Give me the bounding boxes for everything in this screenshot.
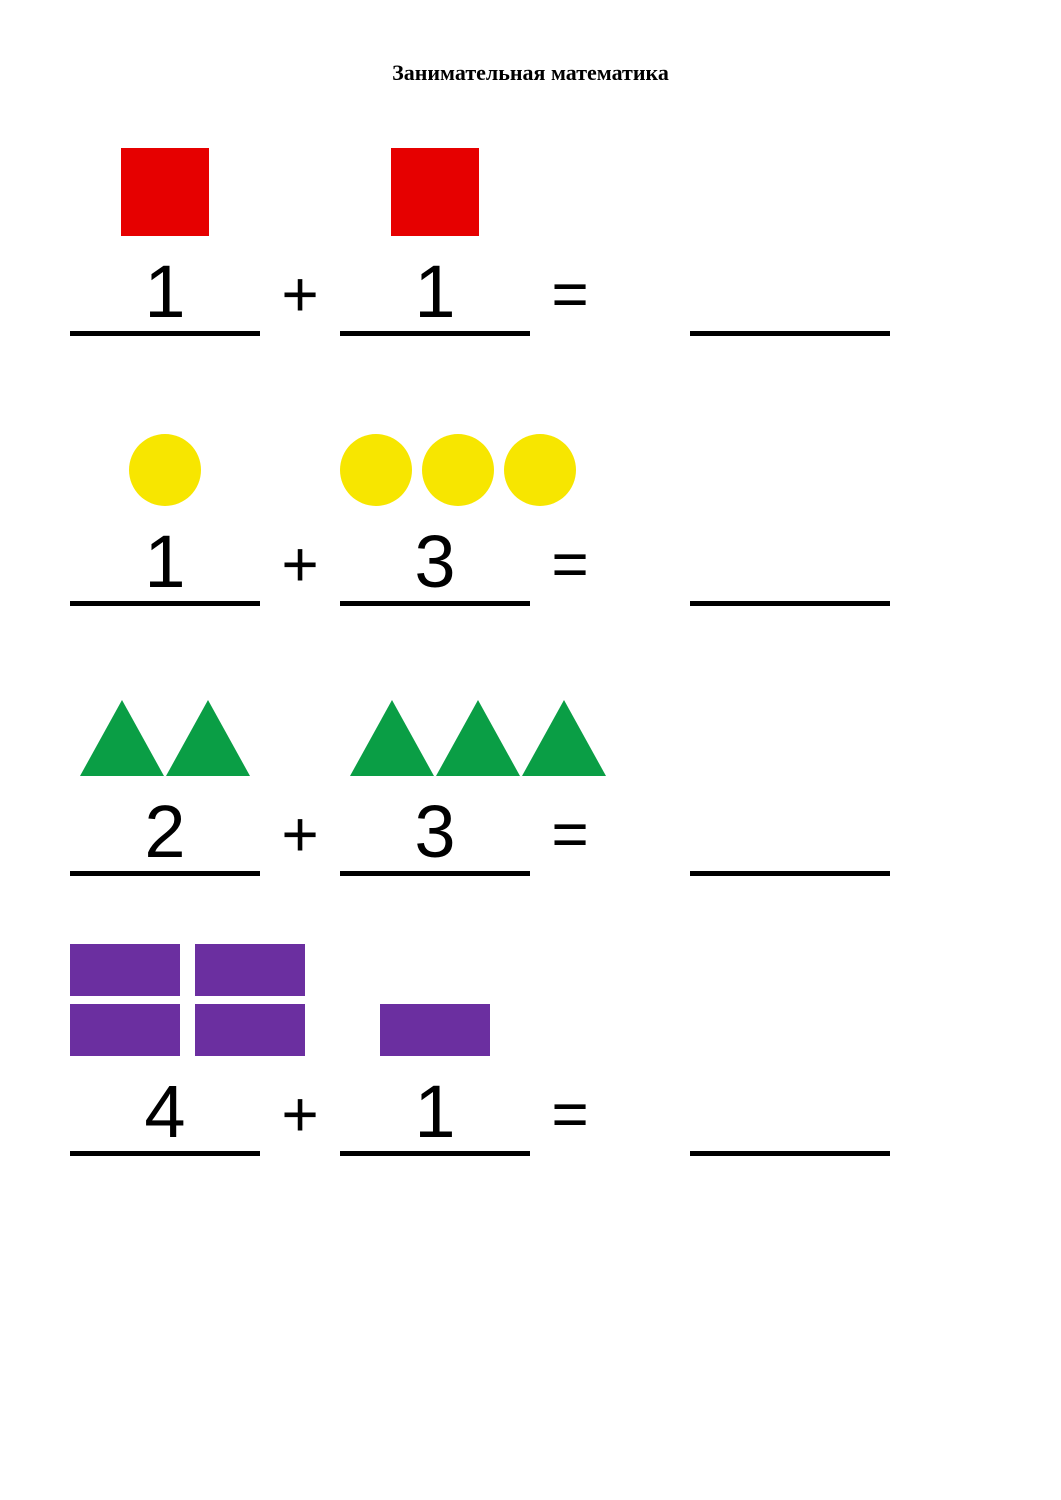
right-number: 3	[340, 795, 530, 876]
equals-sign: =	[530, 532, 610, 606]
square-icon	[121, 148, 209, 236]
problem-2: 1 + 3 =	[70, 396, 991, 606]
left-shapes	[70, 148, 260, 236]
operator: +	[260, 1082, 340, 1156]
equation-row: 1 + 3 =	[70, 506, 991, 606]
triangle-icon	[80, 700, 164, 776]
equation-row: 1 + 1 =	[70, 236, 991, 336]
page-title: Занимательная математика	[70, 60, 991, 86]
answer-blank[interactable]	[690, 1089, 890, 1156]
right-number: 1	[340, 255, 530, 336]
operator: +	[260, 802, 340, 876]
right-number: 3	[340, 525, 530, 606]
problem-3: 2 + 3 =	[70, 666, 991, 876]
triangle-icon	[522, 700, 606, 776]
right-number: 1	[340, 1075, 530, 1156]
triangle-icon	[436, 700, 520, 776]
problem-4: 4 + 1 =	[70, 926, 991, 1156]
operator: +	[260, 532, 340, 606]
equals-sign: =	[530, 1082, 610, 1156]
rectangle-icon	[70, 1004, 180, 1056]
rectangle-icon	[195, 944, 305, 996]
shapes-row	[70, 396, 991, 506]
right-shapes	[340, 434, 600, 506]
right-shapes	[350, 700, 630, 776]
square-icon	[391, 148, 479, 236]
circle-icon	[129, 434, 201, 506]
right-shapes	[340, 148, 530, 236]
right-shapes	[340, 1004, 530, 1056]
equals-sign: =	[530, 262, 610, 336]
left-number: 2	[70, 795, 260, 876]
shapes-row	[70, 126, 991, 236]
equation-row: 2 + 3 =	[70, 776, 991, 876]
left-shapes	[70, 434, 260, 506]
left-number: 1	[70, 255, 260, 336]
answer-blank[interactable]	[690, 539, 890, 606]
left-number: 4	[70, 1075, 260, 1156]
rectangle-icon	[70, 944, 180, 996]
rectangle-icon	[195, 1004, 305, 1056]
equation-row: 4 + 1 =	[70, 1056, 991, 1156]
operator: +	[260, 262, 340, 336]
shapes-row	[70, 926, 991, 1056]
circle-icon	[422, 434, 494, 506]
answer-blank[interactable]	[690, 269, 890, 336]
shapes-row	[70, 666, 991, 776]
problem-1: 1 + 1 =	[70, 126, 991, 336]
worksheet-page: Занимательная математика 1 + 1 =	[0, 0, 1061, 1500]
answer-blank[interactable]	[690, 809, 890, 876]
circle-icon	[340, 434, 412, 506]
equals-sign: =	[530, 802, 610, 876]
left-shapes	[70, 700, 270, 776]
rectangle-icon	[380, 1004, 490, 1056]
left-number: 1	[70, 525, 260, 606]
triangle-icon	[166, 700, 250, 776]
triangle-icon	[350, 700, 434, 776]
circle-icon	[504, 434, 576, 506]
left-shapes	[70, 944, 310, 1056]
